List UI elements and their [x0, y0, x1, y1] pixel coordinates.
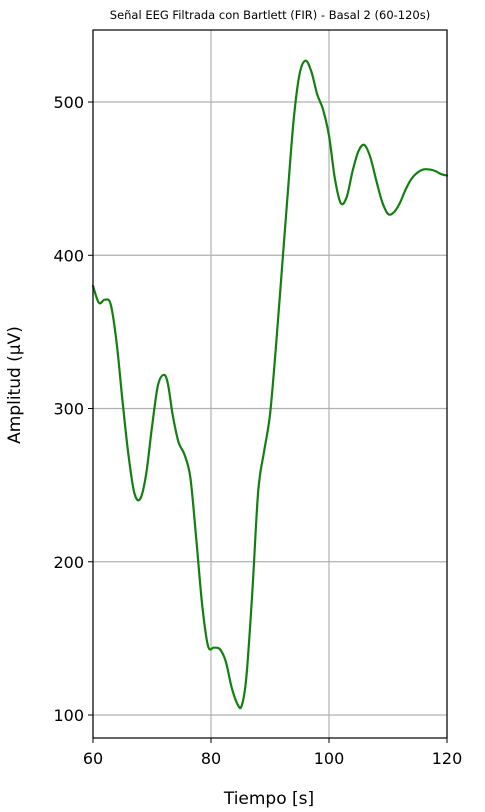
x-axis-label: Tiempo [s]: [223, 789, 314, 809]
y-tick-label: 100: [53, 706, 84, 725]
x-tick-label: 80: [201, 749, 221, 768]
y-axis-label: Amplitud (µV): [5, 326, 25, 444]
y-tick-label: 300: [53, 400, 84, 419]
y-tick-label: 200: [53, 553, 84, 572]
series-line: [91, 59, 449, 710]
grid: [92, 30, 448, 738]
y-tick-label: 500: [53, 93, 84, 112]
y-ticks: 100 200 300 400 500: [53, 93, 93, 725]
x-tick-label: 100: [314, 749, 345, 768]
x-ticks: 60 80 100 120: [83, 738, 462, 768]
y-tick-label: 400: [53, 246, 84, 265]
chart-title: Señal EEG Filtrada con Bartlett (FIR) - …: [110, 8, 430, 22]
plot-frame: [92, 29, 448, 739]
x-tick-label: 60: [83, 749, 103, 768]
x-tick-label: 120: [432, 749, 463, 768]
